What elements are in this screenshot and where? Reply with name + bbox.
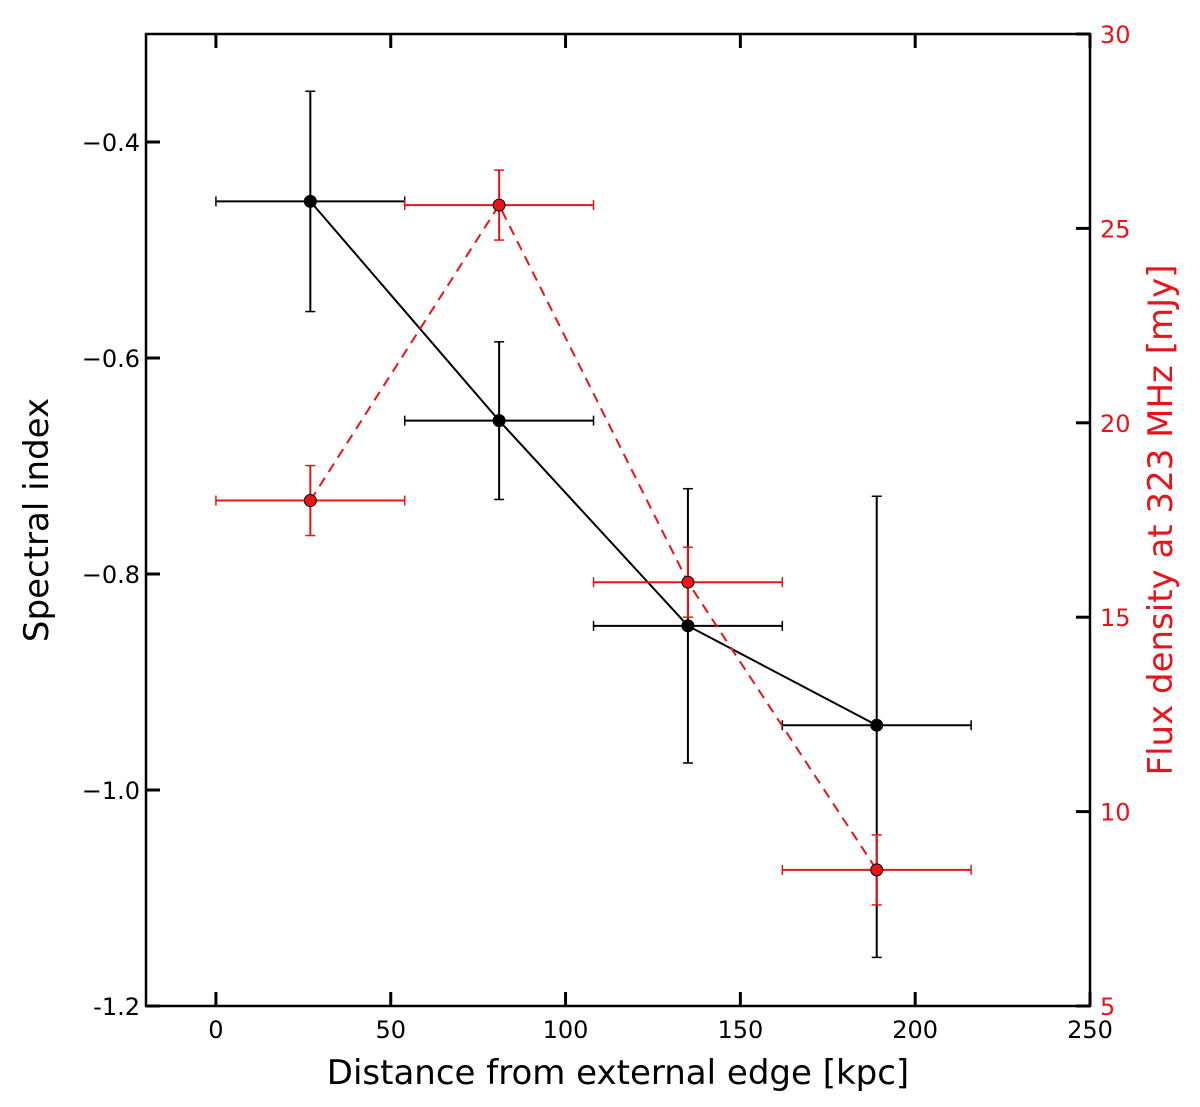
x-tick-label: 150 [717, 1016, 763, 1044]
y2-tick-label: 30 [1100, 21, 1131, 49]
series-layer [215, 90, 972, 959]
data-point [681, 575, 695, 589]
y2-tick-label: 5 [1100, 993, 1115, 1021]
y-tick-label: −0.4 [82, 129, 140, 157]
y-tick-label: −0.8 [82, 561, 140, 589]
data-point [303, 194, 317, 208]
x-tick-label: 0 [208, 1016, 223, 1044]
y-tick-label: -1.2 [93, 993, 140, 1021]
data-point [870, 718, 884, 732]
series-line-1 [309, 200, 878, 727]
x-tick-label: 200 [892, 1016, 938, 1044]
plot-frame [144, 32, 1092, 1008]
data-point [492, 414, 506, 428]
y-tick-label: −1.0 [82, 777, 140, 805]
axes-layer: 0 50 100 150 200 250 −0.4 −0.6 −0.8 −1.0 -1.2 5 10 15… [82, 21, 1131, 1044]
y2-tick-label: 25 [1100, 215, 1131, 243]
x-tick-label: 100 [543, 1016, 589, 1044]
y-tick-label: −0.6 [82, 345, 140, 373]
x-tick-label: 250 [1067, 1016, 1113, 1044]
x-axis-title: Distance from external edge [kpc] [327, 1053, 909, 1093]
y2-tick-label: 15 [1100, 604, 1131, 632]
data-point [870, 863, 884, 877]
series-line-2 [309, 203, 878, 871]
y2-tick-label: 20 [1100, 410, 1131, 438]
y2-axis-title: Flux density at 323 MHz [mJy] [1141, 265, 1181, 776]
data-point [681, 619, 695, 633]
y2-tick-label: 10 [1100, 799, 1131, 827]
x-tick-label: 50 [375, 1016, 406, 1044]
data-point [303, 494, 317, 508]
y-axis-title: Spectral index [17, 398, 57, 642]
data-point [492, 198, 506, 212]
